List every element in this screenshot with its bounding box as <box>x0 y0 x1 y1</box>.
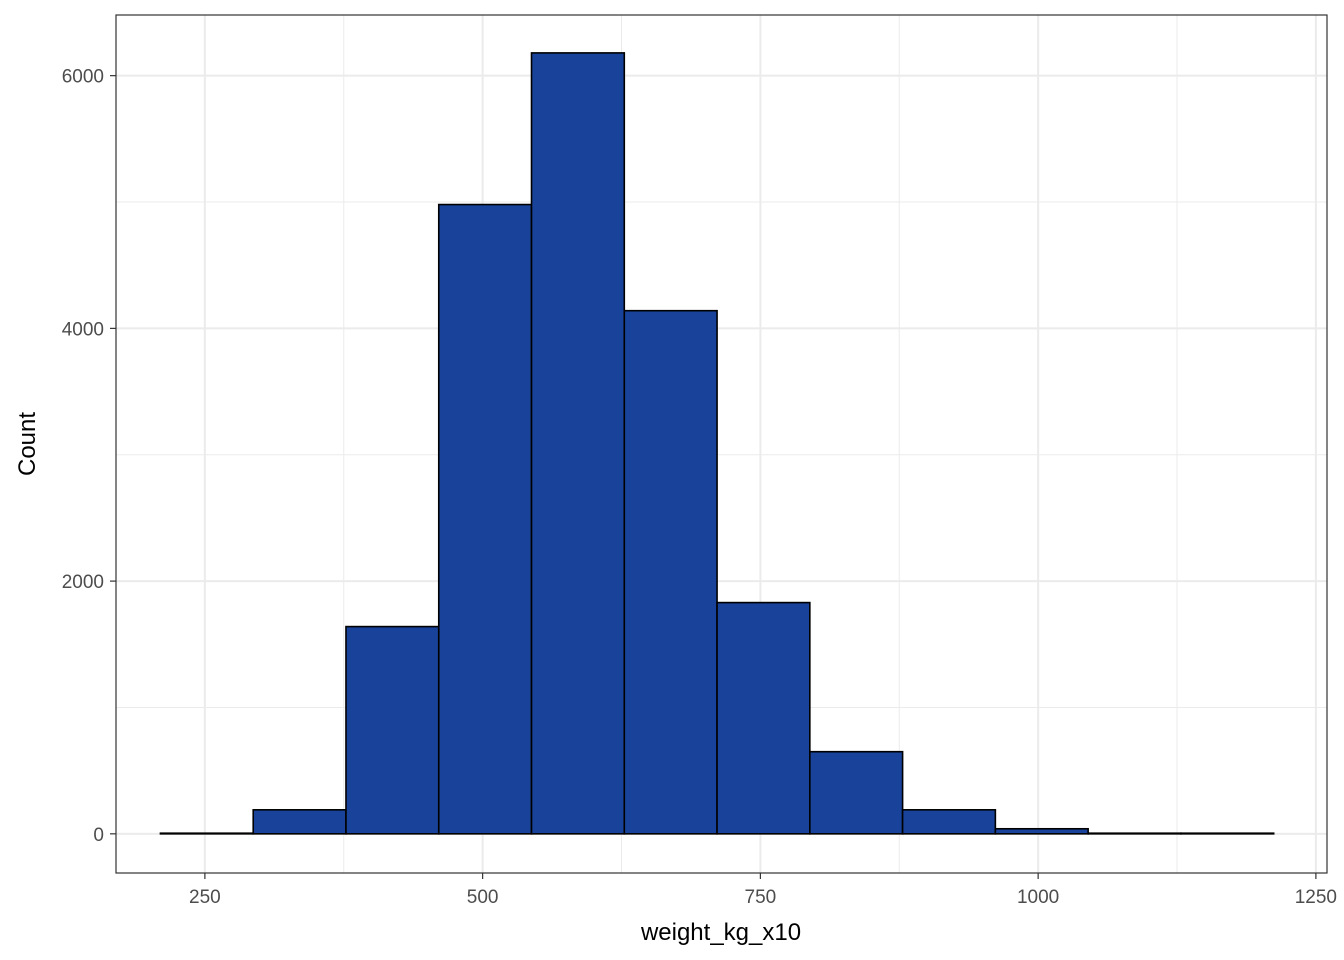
histogram-bar <box>252 809 347 835</box>
plot-panel-border <box>115 14 1328 874</box>
x-tick-label: 250 <box>189 887 221 908</box>
y-tick-label: 0 <box>93 825 104 846</box>
histogram-bar <box>994 827 1089 835</box>
histogram-bar <box>437 203 533 835</box>
x-axis: 250 500 750 1000 1250 <box>189 873 1337 908</box>
x-axis-title: weight_kg_x10 <box>640 919 801 946</box>
x-tick-label: 1000 <box>1017 887 1059 908</box>
x-tick-label: 750 <box>745 887 777 908</box>
x-tick-label: 1250 <box>1295 887 1337 908</box>
y-axis: 0 2000 4000 6000 <box>62 67 116 846</box>
y-tick-label: 2000 <box>62 572 104 593</box>
histogram-bar <box>1087 832 1182 835</box>
histogram-bar <box>623 309 718 835</box>
histogram-bar <box>159 832 255 835</box>
y-tick-label: 4000 <box>62 319 104 340</box>
histogram-bar <box>345 625 440 835</box>
histogram-bar <box>809 750 904 835</box>
histogram-bar <box>901 809 997 835</box>
histogram-bar <box>530 52 626 835</box>
y-axis-title: Count <box>14 412 41 476</box>
histogram-bars <box>159 52 1275 835</box>
x-tick-label: 500 <box>467 887 499 908</box>
histogram-bar <box>716 601 811 835</box>
histogram-bar <box>1180 832 1275 835</box>
y-tick-label: 6000 <box>62 67 104 88</box>
